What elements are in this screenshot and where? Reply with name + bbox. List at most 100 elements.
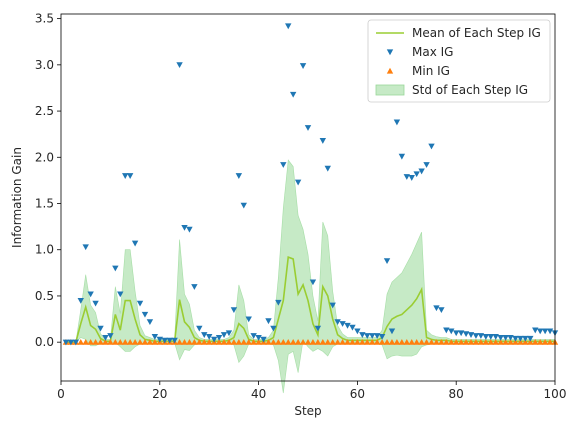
min-ig-point bbox=[423, 338, 430, 345]
max-ig-point bbox=[87, 291, 94, 298]
max-ig-point bbox=[329, 302, 336, 309]
min-ig-point bbox=[433, 338, 440, 345]
max-ig-point bbox=[339, 321, 346, 327]
max-ig-point bbox=[448, 328, 455, 335]
min-ig-point bbox=[280, 338, 287, 345]
max-ig-point bbox=[250, 333, 257, 339]
x-tick-label: 100 bbox=[544, 387, 567, 401]
max-ig-point bbox=[166, 337, 173, 344]
max-ig-point bbox=[383, 258, 391, 265]
max-ig-point bbox=[285, 23, 292, 30]
max-ig-point bbox=[309, 279, 317, 286]
min-ig-point bbox=[107, 338, 114, 345]
min-ig-point bbox=[201, 338, 208, 345]
min-ig-point bbox=[482, 338, 490, 345]
max-ig-point bbox=[517, 335, 524, 342]
max-ig-point bbox=[532, 327, 539, 334]
min-ig-point bbox=[413, 338, 420, 345]
max-ig-point bbox=[196, 325, 203, 332]
max-ig-point bbox=[314, 325, 322, 332]
max-ig-point bbox=[344, 322, 351, 329]
min-ig-point bbox=[393, 338, 401, 345]
min-ig-point bbox=[176, 338, 183, 345]
max-ig-point bbox=[72, 339, 80, 346]
min-ig-point bbox=[97, 338, 104, 345]
max-ig-point bbox=[536, 328, 544, 335]
max-ig-point bbox=[364, 333, 371, 339]
max-ig-point bbox=[492, 334, 499, 340]
y-axis-ticks: 0.0 0.5 1.0 1.5 2.0 2.5 3.0 3.5 bbox=[35, 12, 61, 349]
min-ig-point bbox=[438, 338, 445, 345]
max-ig-point bbox=[126, 173, 134, 179]
max-ig-point bbox=[443, 327, 450, 334]
max-ig-point bbox=[294, 179, 302, 186]
max-ig-point bbox=[112, 265, 119, 272]
max-ig-point bbox=[457, 330, 465, 337]
min-ig-point bbox=[522, 338, 529, 345]
max-ig-point bbox=[97, 325, 104, 332]
y-tick-label: 1.0 bbox=[35, 243, 54, 257]
min-ig-point bbox=[364, 338, 371, 345]
min-ig-point bbox=[122, 338, 129, 345]
max-ig-point bbox=[67, 339, 75, 346]
min-ig-point bbox=[117, 338, 124, 345]
mean-line-layer bbox=[65, 256, 555, 343]
min-ig-point bbox=[225, 338, 233, 345]
y-tick-label: 2.5 bbox=[35, 104, 54, 118]
max-ig-point bbox=[324, 165, 331, 172]
min-ig-point bbox=[220, 338, 228, 345]
max-ig-point bbox=[171, 337, 178, 344]
min-ig-point bbox=[304, 338, 312, 345]
min-ig-point bbox=[497, 338, 504, 345]
max-ig-point bbox=[349, 324, 356, 331]
min-ig-point bbox=[448, 338, 455, 345]
min-ig-point bbox=[235, 338, 243, 345]
x-tick-label: 80 bbox=[449, 387, 464, 401]
legend-label: Std of Each Step IG bbox=[412, 83, 528, 97]
min-ig-point bbox=[275, 338, 282, 345]
min-ig-point bbox=[126, 338, 134, 345]
y-tick-label: 3.0 bbox=[35, 58, 54, 72]
max-ig-point bbox=[77, 297, 84, 304]
min-ig-point bbox=[191, 338, 198, 345]
max-ig-point bbox=[270, 325, 277, 332]
max-ig-point bbox=[403, 174, 410, 180]
max-ig-point bbox=[462, 331, 470, 338]
min-ig-point bbox=[329, 338, 336, 345]
min-ig-point bbox=[270, 338, 277, 345]
max-ig-point bbox=[423, 162, 430, 168]
max-ig-point bbox=[82, 244, 89, 251]
max-ig-point bbox=[359, 332, 366, 338]
y-tick-label: 0.5 bbox=[35, 289, 54, 303]
min-ig-point bbox=[215, 338, 223, 345]
max-ig-point bbox=[201, 332, 208, 338]
max-ig-point bbox=[319, 138, 327, 144]
min-ig-point bbox=[294, 338, 302, 345]
min-ig-point bbox=[131, 338, 139, 345]
min-ig-point bbox=[334, 338, 341, 345]
min-ig-point bbox=[319, 338, 327, 345]
min-ig-point bbox=[536, 338, 544, 345]
min-ig-point bbox=[472, 338, 480, 345]
max-ig-point bbox=[235, 173, 243, 179]
x-tick-label: 60 bbox=[350, 387, 365, 401]
min-ig-point bbox=[453, 338, 460, 345]
max-ig-point bbox=[428, 143, 435, 150]
min-ig-point bbox=[487, 338, 494, 345]
min-ig-point bbox=[541, 338, 549, 345]
max-ig-point bbox=[131, 240, 139, 247]
mean-line bbox=[65, 256, 555, 343]
max-ig-point bbox=[304, 125, 312, 131]
max-ig-point bbox=[92, 300, 99, 307]
min-ig-point bbox=[206, 338, 213, 345]
min-ig-point bbox=[265, 338, 272, 345]
min-ig-point bbox=[369, 338, 376, 345]
min-ig-point bbox=[324, 338, 331, 345]
max-ig-point bbox=[522, 335, 529, 342]
max-ig-point bbox=[181, 224, 188, 231]
min-ig-point bbox=[527, 338, 534, 345]
min-ig-point bbox=[378, 338, 386, 345]
max-ig-point bbox=[378, 334, 386, 340]
min-ig-point bbox=[289, 338, 297, 345]
